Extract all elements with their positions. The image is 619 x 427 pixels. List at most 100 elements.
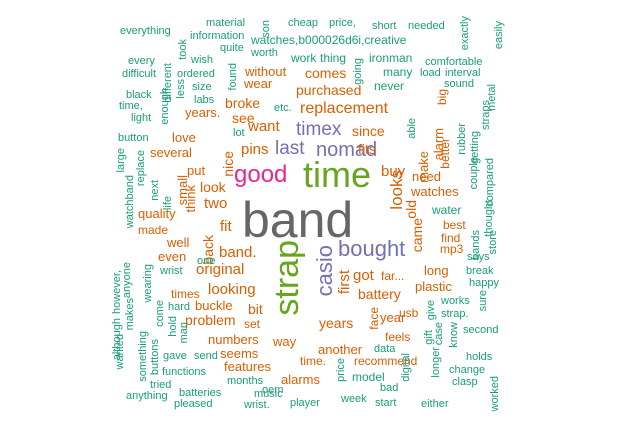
word-oem: oem xyxy=(262,384,284,396)
word-able: able xyxy=(406,118,418,139)
word-nomad: nomad xyxy=(316,139,378,161)
word-plastic: plastic xyxy=(415,279,452,294)
word-made: made xyxy=(138,223,169,237)
word-first: first xyxy=(336,270,353,295)
word-rubber: rubber xyxy=(456,123,468,155)
word-see: see xyxy=(232,110,255,126)
word-band: band. xyxy=(219,244,257,261)
word-water: water xyxy=(432,203,462,217)
word-gave: gave xyxy=(163,350,187,362)
word-find: find xyxy=(441,231,461,245)
word-load: load xyxy=(420,67,441,79)
word-problem: problem xyxy=(185,312,236,328)
word-bad: bad xyxy=(380,382,399,394)
word-feels: feels xyxy=(385,330,411,344)
word-fits: fits xyxy=(358,141,376,157)
word-big: big xyxy=(435,89,449,106)
word-looking: looking xyxy=(208,281,256,298)
word-make: make xyxy=(416,151,431,183)
word-buttons: buttons xyxy=(149,339,161,376)
word-give: give xyxy=(425,300,437,321)
word-comfortable: comfortable xyxy=(425,56,483,68)
word-works: works xyxy=(441,295,470,307)
word-light: light xyxy=(131,112,152,124)
word-digital: digital xyxy=(400,353,412,382)
word-comes: comes xyxy=(305,65,347,81)
word-love: love xyxy=(172,130,196,145)
word-clasp: clasp xyxy=(452,376,478,388)
word-several: several xyxy=(150,145,192,160)
word-buckle: buckle xyxy=(195,298,233,313)
word-without: without xyxy=(245,64,287,79)
word-watchband: watchband xyxy=(124,175,136,229)
word-long: long xyxy=(424,263,449,278)
word-easily: easily xyxy=(493,21,505,50)
word-times: times xyxy=(171,287,200,301)
word-music: music xyxy=(254,388,283,400)
word-strap: strap xyxy=(268,240,306,316)
word-week: week xyxy=(341,393,367,405)
word-sure: sure xyxy=(477,290,489,312)
word-work: work xyxy=(291,51,317,65)
word-son: son xyxy=(260,20,272,38)
word-wish: wish xyxy=(191,54,214,66)
word-short: short xyxy=(372,20,397,32)
word-buy: buy xyxy=(381,163,406,180)
word-set: set xyxy=(244,317,261,331)
word-good: good xyxy=(234,161,288,188)
word-life: life xyxy=(162,196,174,211)
word-hard: hard xyxy=(168,301,191,313)
word-timex: timex xyxy=(296,119,342,140)
word-features: features xyxy=(224,359,271,374)
word-far: far... xyxy=(381,269,405,283)
word-year: year xyxy=(380,310,406,325)
word-cheap: cheap xyxy=(288,17,318,29)
word-small: small xyxy=(175,175,190,206)
word-price: price, xyxy=(329,17,356,29)
word-enough: enough xyxy=(159,88,171,125)
word-time: time xyxy=(303,154,372,195)
word-every: every xyxy=(128,55,155,67)
word-wear: wear xyxy=(244,76,273,91)
word-years: years xyxy=(319,315,354,331)
word-casio: casio xyxy=(312,245,337,297)
word-seems: seems xyxy=(220,346,259,361)
word-numbers: numbers xyxy=(208,332,259,347)
word-functions: functions xyxy=(162,366,207,378)
word-price: price xyxy=(335,358,347,382)
word-thing: thing xyxy=(320,51,347,65)
word-large: large xyxy=(115,148,127,173)
word-way: way xyxy=(273,334,297,349)
word-time: time, xyxy=(119,100,143,112)
word-information: information xyxy=(190,30,245,42)
word-wrist: wrist xyxy=(160,265,183,277)
word-next: next xyxy=(149,180,161,201)
word-metal: metal xyxy=(486,84,498,111)
word-exactly: exactly xyxy=(459,16,471,51)
word-ironman: ironman xyxy=(369,51,413,65)
word-one: one xyxy=(197,255,216,267)
word-interval: interval xyxy=(445,67,481,79)
word-everything: everything xyxy=(120,25,171,37)
word-pleased: pleased xyxy=(174,398,213,410)
word-makes: makes xyxy=(124,298,136,331)
word-anything: anything xyxy=(126,390,168,402)
word-something: something xyxy=(137,331,149,382)
word-difficult: difficult xyxy=(122,68,157,80)
word-another: another xyxy=(318,342,363,357)
word-old: old xyxy=(403,200,419,219)
word-tried: tried xyxy=(150,379,172,391)
word-battery: battery xyxy=(358,286,401,302)
word-original: original xyxy=(196,261,245,278)
word-send: send xyxy=(194,350,218,362)
word-material: material xyxy=(206,17,246,29)
word-either: either xyxy=(421,398,449,410)
word-since: since xyxy=(352,123,385,139)
word-wearing: wearing xyxy=(142,264,154,303)
word-couple: couple xyxy=(468,157,480,190)
word-alarms: alarms xyxy=(281,372,321,387)
word-replace: replace xyxy=(135,150,147,187)
word-strap: strap. xyxy=(441,308,469,320)
word-going: going xyxy=(352,58,364,85)
